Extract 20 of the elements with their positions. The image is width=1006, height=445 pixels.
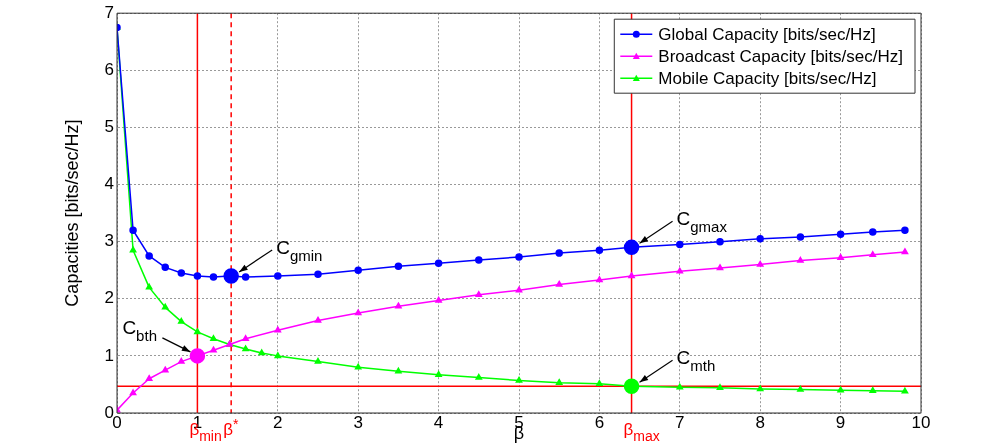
legend-label: Broadcast Capacity [bits/sec/Hz] <box>658 46 904 66</box>
y-tick-label: 5 <box>104 117 114 137</box>
x-tick-label: 8 <box>755 412 765 432</box>
x-tick-label: 3 <box>353 412 363 432</box>
x-tick-label: 10 <box>911 412 931 432</box>
legend-label: Mobile Capacity [bits/sec/Hz] <box>658 68 877 88</box>
x-tick-label: 4 <box>433 412 444 432</box>
y-tick-label: 3 <box>104 231 114 251</box>
y-tick-label: 6 <box>104 60 114 79</box>
y-tick-label: 1 <box>104 345 114 365</box>
ref-line-label: β* <box>223 416 239 439</box>
legend-label: Global Capacity [bits/sec/Hz] <box>658 24 876 44</box>
y-axis-title: Capacities [bits/sec/Hz] <box>61 119 82 307</box>
y-tick-label: 4 <box>104 174 114 194</box>
y-tick-label: 2 <box>104 288 114 308</box>
x-tick-label: 9 <box>835 412 846 432</box>
x-tick-label: 2 <box>273 412 283 432</box>
x-tick-label: 7 <box>675 412 685 432</box>
x-tick-label: 6 <box>594 412 605 432</box>
y-tick-label: 7 <box>104 2 114 22</box>
